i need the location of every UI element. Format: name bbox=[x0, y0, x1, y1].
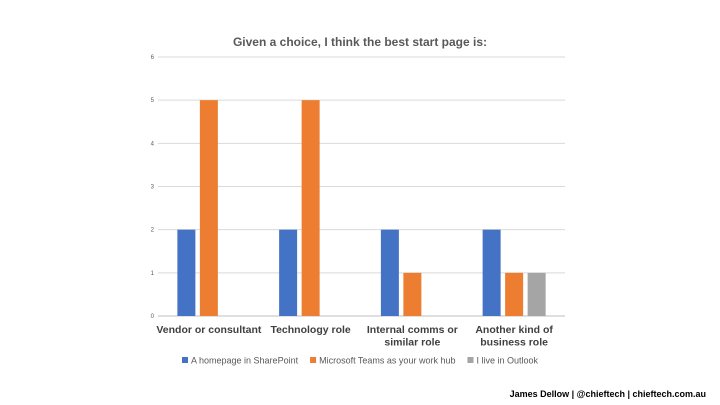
y-axis-ticks: 0 1 2 3 4 5 6 bbox=[151, 55, 155, 320]
bar bbox=[403, 272, 422, 316]
chart-title: Given a choice, I think the best start p… bbox=[233, 35, 487, 49]
y-tick-label: 4 bbox=[151, 141, 155, 147]
legend-item: I live in Outlook bbox=[467, 356, 538, 366]
bars bbox=[177, 100, 546, 317]
legend-item: A homepage in SharePoint bbox=[182, 356, 299, 366]
legend-item: Microsoft Teams as your work hub bbox=[310, 356, 455, 366]
bar bbox=[279, 229, 298, 316]
category-label: Technology role bbox=[270, 324, 350, 336]
legend-swatch bbox=[310, 357, 317, 363]
gridlines bbox=[158, 56, 565, 317]
legend-swatch bbox=[467, 357, 474, 363]
bar bbox=[482, 229, 501, 316]
y-tick-label: 1 bbox=[151, 271, 155, 277]
category-label: Another kind of business role bbox=[475, 324, 553, 349]
category-label: Vendor or consultant bbox=[156, 324, 262, 336]
legend-swatch bbox=[182, 357, 188, 363]
x-axis-categories: Vendor or consultant Technology role Inter… bbox=[156, 324, 553, 349]
footer-credit: James Dellow | @chieftech | chieftech.co… bbox=[509, 389, 706, 399]
bar bbox=[177, 229, 196, 316]
bar bbox=[527, 272, 546, 316]
y-tick-label: 6 bbox=[151, 55, 155, 61]
bar bbox=[301, 100, 320, 317]
bar bbox=[505, 272, 524, 316]
bar bbox=[199, 100, 218, 317]
y-tick-label: 5 bbox=[151, 98, 155, 104]
legend-label: A homepage in SharePoint bbox=[191, 356, 299, 366]
y-tick-label: 0 bbox=[151, 314, 155, 320]
category-label: Internal comms or similar role bbox=[367, 324, 458, 349]
legend-label: Microsoft Teams as your work hub bbox=[319, 356, 455, 366]
y-tick-label: 2 bbox=[151, 228, 155, 234]
legend-label: I live in Outlook bbox=[476, 356, 538, 366]
bar bbox=[380, 229, 399, 316]
y-tick-label: 3 bbox=[151, 185, 155, 191]
legend: A homepage in SharePoint Microsoft Teams … bbox=[182, 356, 538, 366]
